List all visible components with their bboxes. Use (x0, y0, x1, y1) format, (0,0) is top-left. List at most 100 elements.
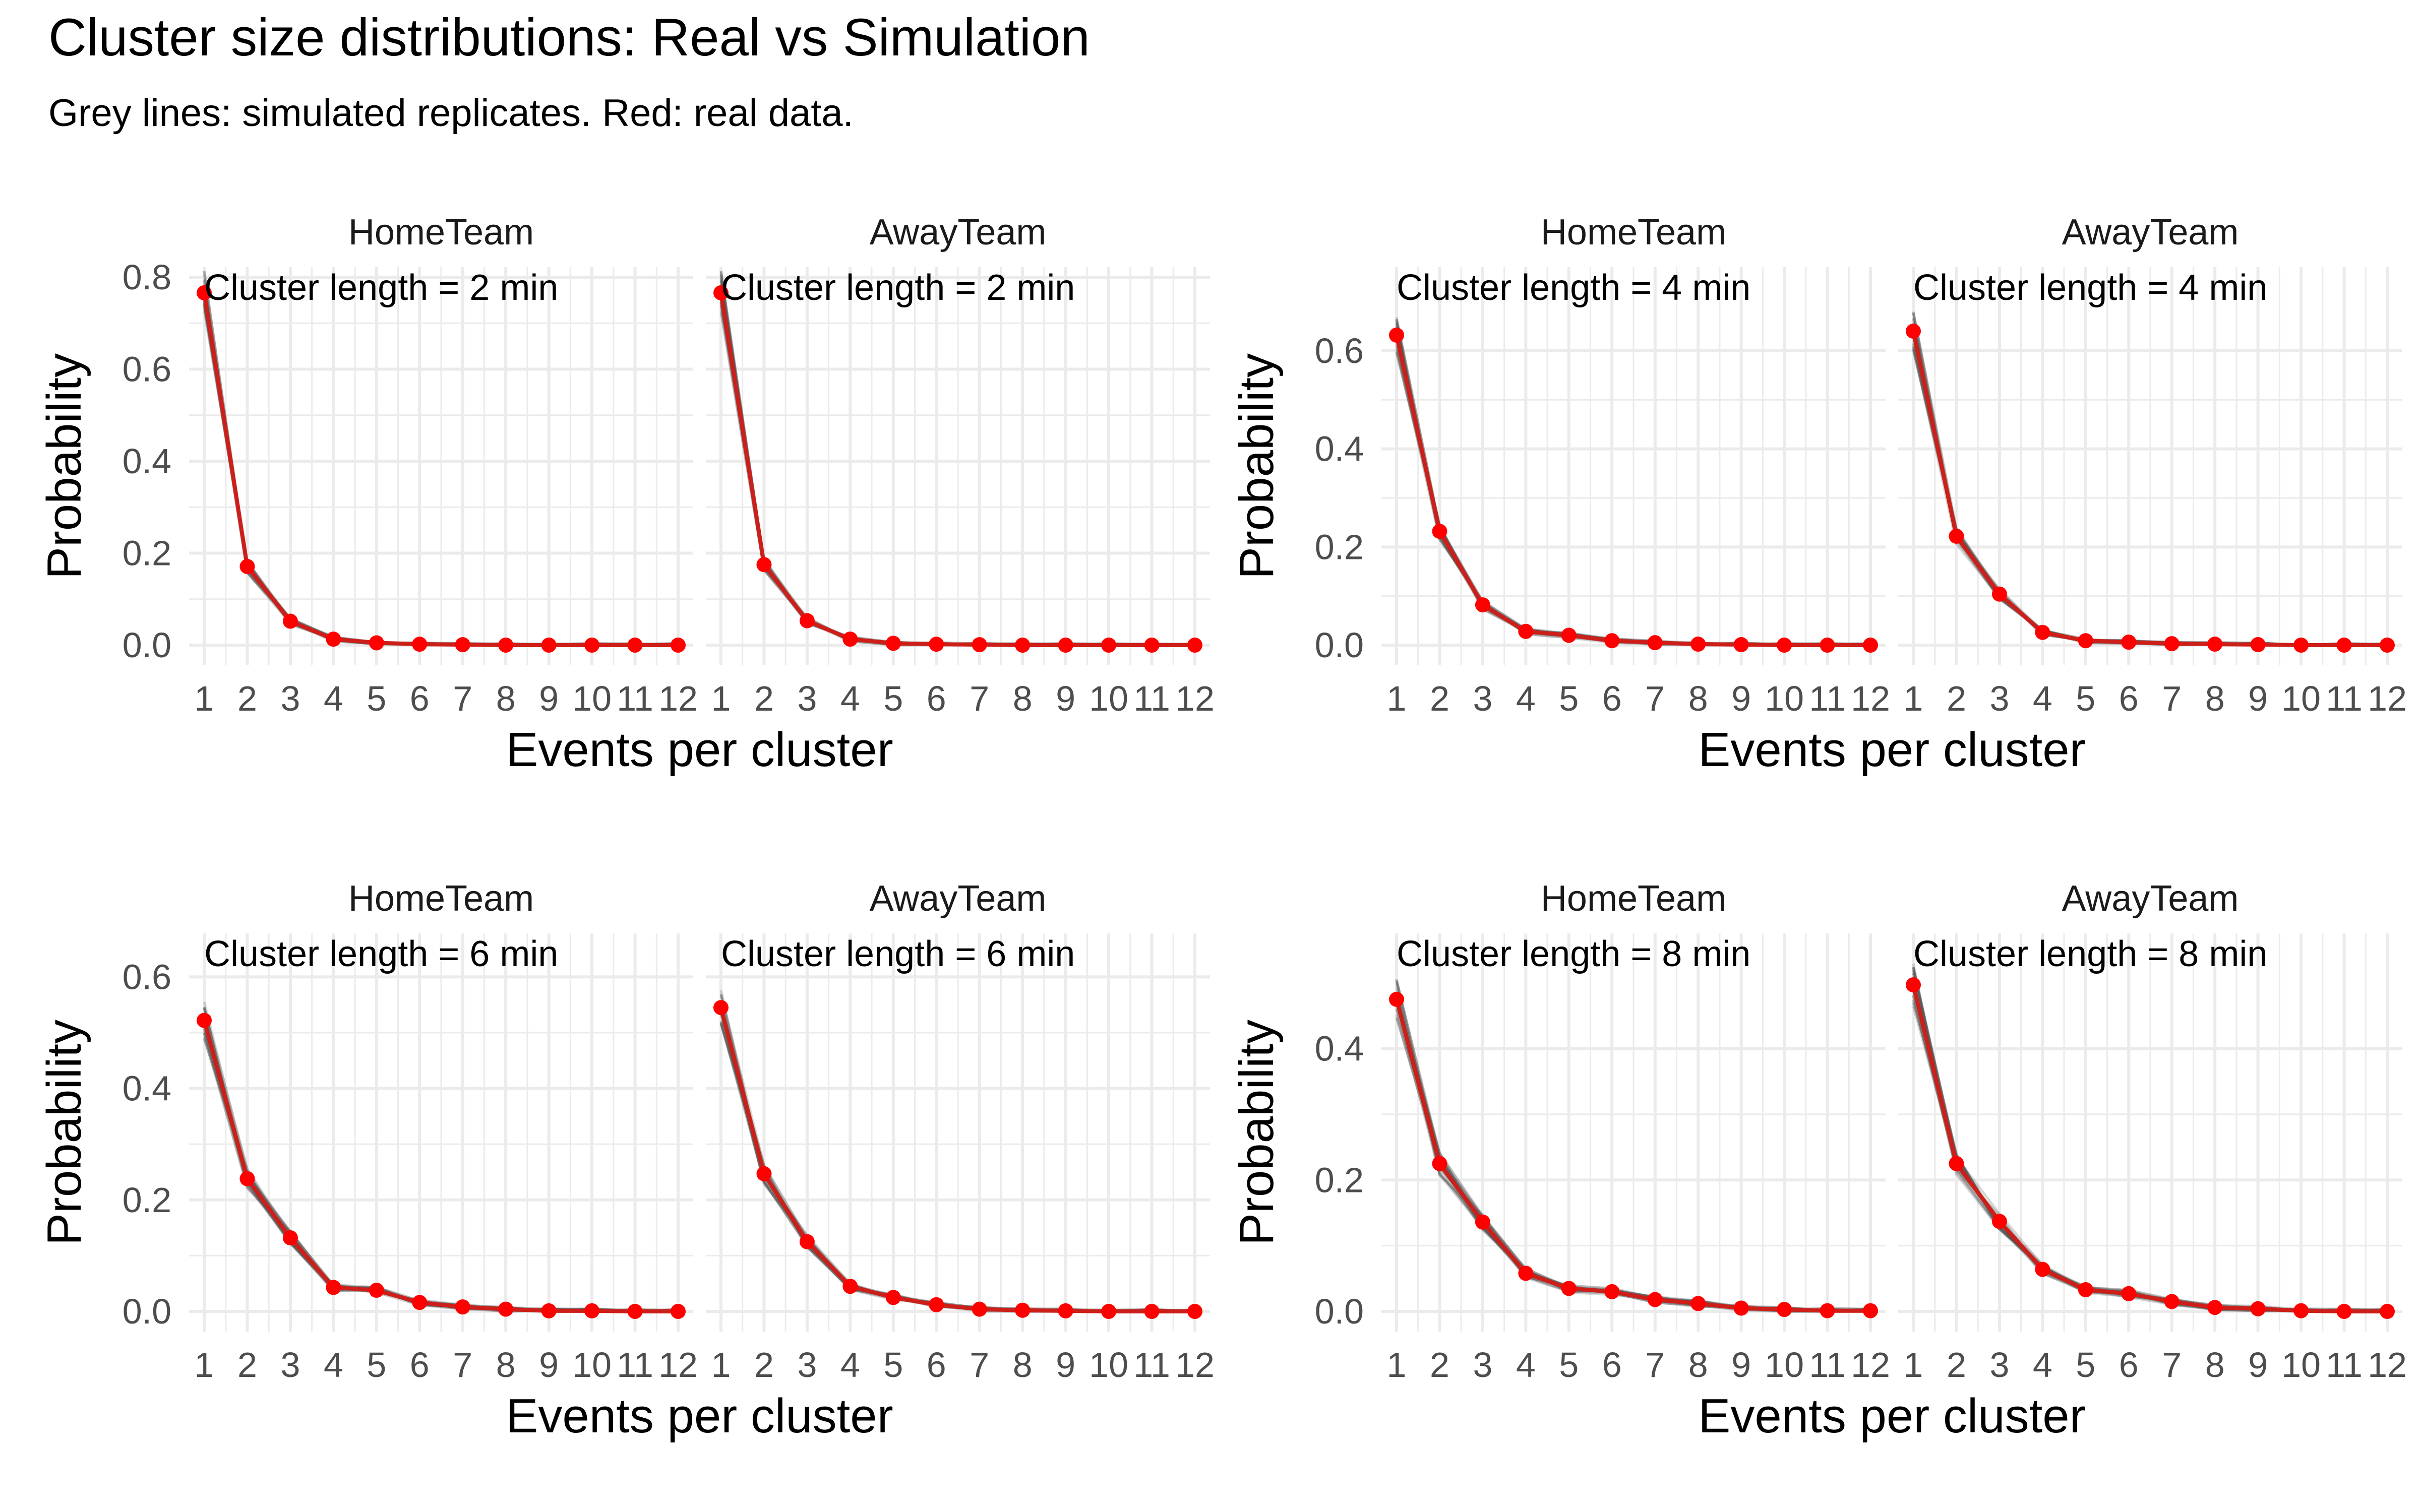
x-tick-label: 11 (2326, 1345, 2363, 1384)
real-data-point (1777, 1302, 1792, 1317)
real-data-point (1647, 635, 1663, 651)
real-data-point (2164, 636, 2180, 652)
real-data-point (1389, 991, 1404, 1007)
y-tick-label: 0.6 (123, 350, 171, 389)
x-tick-label: 10 (1765, 679, 1804, 718)
x-tick-label: 12 (658, 679, 698, 718)
real-data-point (1101, 638, 1117, 653)
x-tick-label: 10 (2281, 679, 2321, 718)
y-tick-label: 0.4 (1315, 1029, 1364, 1068)
real-data-point (1604, 1284, 1620, 1299)
x-tick-label: 10 (1089, 1345, 1128, 1384)
x-tick-label: 4 (840, 679, 860, 718)
y-tick-label: 0.0 (1315, 625, 1364, 665)
real-data-point (326, 1280, 341, 1295)
x-tick-label: 11 (2326, 679, 2363, 718)
real-data-point (1733, 637, 1749, 653)
x-tick-label: 11 (617, 1345, 653, 1384)
real-data-point (1432, 524, 1447, 539)
cluster-length-label: Cluster length = 2 min (721, 268, 1075, 308)
y-tick-label: 0.0 (123, 1292, 171, 1331)
real-data-point (885, 636, 901, 651)
x-tick-label: 8 (1688, 679, 1708, 718)
x-tick-label: 7 (970, 1345, 989, 1384)
real-data-point (498, 1301, 514, 1317)
x-tick-label: 4 (1516, 1345, 1536, 1384)
x-tick-label: 11 (617, 679, 653, 718)
x-tick-label: 5 (1559, 679, 1579, 718)
x-tick-label: 6 (2119, 1345, 2139, 1384)
x-tick-label: 6 (927, 679, 946, 718)
real-data-point (972, 637, 987, 653)
real-data-point (1949, 1156, 1964, 1171)
facet-strip-label: HomeTeam (1541, 878, 1726, 919)
real-data-point (282, 1230, 298, 1245)
x-tick-label: 9 (2248, 679, 2268, 718)
x-tick-label: 6 (1602, 1345, 1622, 1384)
real-data-point (799, 1234, 815, 1249)
real-data-point (2293, 638, 2309, 653)
x-tick-label: 5 (367, 1345, 386, 1384)
x-tick-label: 12 (1175, 679, 1215, 718)
x-tick-label: 5 (2076, 679, 2095, 718)
real-data-point (239, 558, 255, 574)
cluster-length-label: Cluster length = 6 min (204, 934, 558, 974)
x-tick-label: 6 (927, 1345, 946, 1384)
x-tick-label: 7 (970, 679, 989, 718)
real-data-point (2207, 1300, 2223, 1315)
x-tick-label: 7 (2162, 1345, 2182, 1384)
real-data-point (2380, 1304, 2395, 1319)
real-data-point (197, 285, 212, 301)
cluster-length-label: Cluster length = 6 min (721, 934, 1075, 974)
real-data-point (369, 635, 384, 651)
facet-strip-label: HomeTeam (348, 212, 534, 253)
real-data-point (972, 1301, 987, 1317)
x-tick-label: 11 (1133, 679, 1170, 718)
real-data-point (2336, 1304, 2352, 1319)
real-data-point (1144, 638, 1160, 653)
x-axis-title: Events per cluster (506, 1389, 893, 1443)
x-tick-label: 11 (1133, 1345, 1170, 1384)
real-data-point (627, 1304, 643, 1319)
x-tick-label: 9 (539, 1345, 559, 1384)
real-data-point (1991, 1214, 2007, 1229)
real-data-point (369, 1282, 384, 1298)
cluster-length-label: Cluster length = 8 min (1913, 934, 2267, 974)
real-data-point (671, 638, 686, 653)
x-tick-label: 10 (572, 1345, 612, 1384)
real-data-point (1187, 638, 1202, 653)
x-tick-label: 1 (1387, 1345, 1407, 1384)
x-tick-label: 1 (195, 679, 214, 718)
y-tick-label: 0.6 (123, 957, 171, 996)
real-data-point (756, 1166, 772, 1181)
real-data-point (197, 1013, 212, 1028)
x-tick-label: 6 (1602, 679, 1622, 718)
y-tick-label: 0.2 (123, 1180, 171, 1220)
facet-strip-label: HomeTeam (1541, 212, 1726, 253)
real-data-point (1949, 528, 1964, 544)
x-tick-label: 9 (539, 679, 559, 718)
x-tick-label: 1 (711, 679, 731, 718)
real-data-point (671, 1304, 686, 1319)
x-tick-label: 8 (2205, 679, 2225, 718)
x-tick-label: 4 (1516, 679, 1536, 718)
real-data-point (1144, 1304, 1160, 1319)
y-tick-label: 0.6 (1315, 331, 1364, 370)
real-data-point (2078, 1282, 2093, 1297)
x-tick-label: 10 (1765, 1345, 1804, 1384)
x-tick-label: 2 (1947, 679, 1966, 718)
x-tick-label: 1 (1904, 1345, 1923, 1384)
x-tick-label: 2 (1430, 1345, 1449, 1384)
x-tick-label: 2 (237, 1345, 257, 1384)
real-data-point (2121, 635, 2137, 650)
y-axis-title: Probability (1230, 353, 1284, 579)
real-data-point (1690, 637, 1706, 652)
x-tick-label: 11 (1809, 1345, 1846, 1384)
real-data-point (455, 637, 470, 653)
